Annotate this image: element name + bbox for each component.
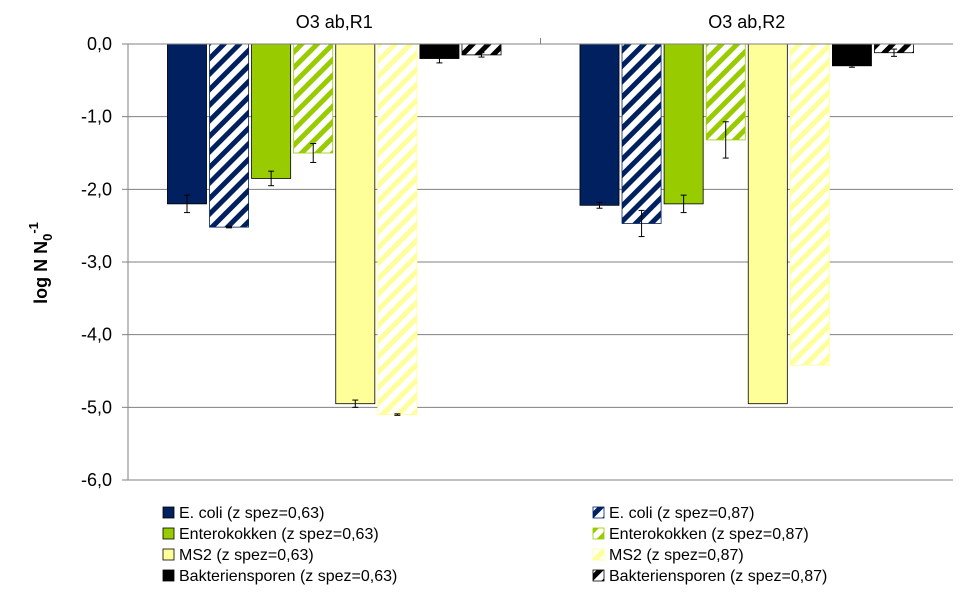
y-tick-label: -2,0 [81,179,112,199]
legend-swatch [592,569,605,582]
bar [579,43,620,206]
bar [747,43,788,405]
legend-label: Bakteriensporen (z spez=0,87) [609,568,827,585]
legend-label: E. coli (z spez=0,63) [179,505,324,522]
legend-swatch [162,506,175,519]
y-tick-label: -5,0 [81,397,112,417]
y-axis-title: log N N0-1 [26,222,55,304]
y-axis-title-sup: -1 [26,222,41,234]
legend-label: E. coli (z spez=0,87) [609,505,754,522]
legend-label: Enterokokken (z spez=0,87) [609,526,809,543]
category-label: O3 ab,R1 [296,12,373,32]
bar [209,43,249,228]
y-tick-label: -4,0 [81,325,112,345]
error-bars [183,48,898,416]
bar [335,43,376,405]
y-tick-label: -1,0 [81,107,112,127]
y-axis-title-main: log N N [31,241,51,304]
y-axis-title-sub: 0 [40,234,55,241]
bars [167,43,914,416]
legend-swatch [162,548,175,561]
legend-swatch [592,527,605,540]
category-labels: O3 ab,R1 O3 ab,R2 [296,12,786,32]
bar [621,43,662,224]
category-label: O3 ab,R2 [708,12,785,32]
bar [789,43,830,366]
legend-swatch [162,527,175,540]
legend-swatch [592,548,605,561]
bar [377,43,418,416]
y-tick-label: -3,0 [81,252,112,272]
legend-swatch [162,569,175,582]
legend: E. coli (z spez=0,63) E. coli (z spez=0,8… [162,505,827,585]
y-tick-label: -6,0 [81,470,112,490]
legend-label: Enterokokken (z spez=0,63) [179,526,379,543]
y-tick-label: 0,0 [87,34,112,54]
bar [167,43,207,205]
bar [293,43,334,154]
legend-swatch [592,506,605,519]
legend-label: Bakteriensporen (z spez=0,63) [179,568,397,585]
y-tick-labels: 0,0 -1,0 -2,0 -3,0 -4,0 -5,0 -6,0 [81,34,128,490]
legend-label: MS2 (z spez=0,63) [179,547,314,564]
bar [832,43,872,67]
bar [663,43,704,205]
legend-label: MS2 (z spez=0,87) [609,547,744,564]
bar [251,43,292,179]
